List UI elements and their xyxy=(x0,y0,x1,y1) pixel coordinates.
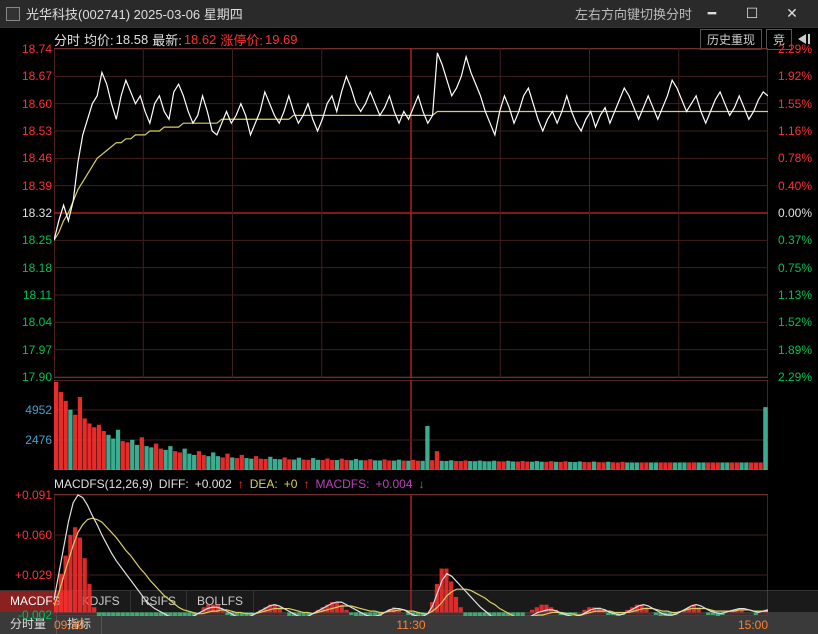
titlebar-hint: 左右方向键切换分时 xyxy=(575,4,692,23)
down-arrow-icon: ↓ xyxy=(419,477,425,491)
macd-name: MACDFS(12,26,9) xyxy=(54,477,153,491)
volume-left-axis: 49522476 xyxy=(6,380,52,470)
macd-label: MACDFS: xyxy=(315,477,369,491)
label-avg: 均价: xyxy=(84,30,114,49)
label-time: 分时 xyxy=(54,30,80,49)
time-label: 09:30 xyxy=(54,618,84,632)
avg-value: 18.58 xyxy=(116,32,149,47)
maximize-button[interactable]: ☐ xyxy=(732,0,772,28)
latest-value: 18.62 xyxy=(184,32,217,47)
window-title: 光华科技(002741) 2025-03-06 星期四 xyxy=(26,4,555,23)
app-icon xyxy=(6,7,20,21)
titlebar[interactable]: 光华科技(002741) 2025-03-06 星期四 左右方向键切换分时 ━ … xyxy=(0,0,818,28)
diff-value: +0.002 xyxy=(195,477,232,491)
history-replay-button[interactable]: 历史重现 xyxy=(700,29,762,50)
close-button[interactable]: ✕ xyxy=(772,0,812,28)
chart-area[interactable]: 分时 均价: 18.58 最新: 18.62 涨停价: 19.69 历史重现 竞… xyxy=(0,28,818,590)
up-arrow-icon: ↑ xyxy=(303,477,309,491)
app-window: 光华科技(002741) 2025-03-06 星期四 左右方向键切换分时 ━ … xyxy=(0,0,818,634)
dea-value: +0 xyxy=(284,477,298,491)
limit-value: 19.69 xyxy=(265,32,298,47)
macd-left-axis: +0.091+0.060+0.029-0.002 xyxy=(6,494,52,616)
diff-label: DIFF: xyxy=(159,477,189,491)
macd-header: MACDFS(12,26,9) DIFF: +0.002 ↑ DEA: +0 ↑… xyxy=(54,476,425,492)
price-right-axis: 2.29%1.92%1.55%1.16%0.78%0.40%0.00%0.37%… xyxy=(768,48,812,378)
up-arrow-icon: ↑ xyxy=(238,477,244,491)
minimize-button[interactable]: ━ xyxy=(692,0,732,28)
price-left-axis: 18.7418.6718.6018.5318.4618.3918.3218.25… xyxy=(6,48,52,378)
macd-chart xyxy=(54,494,768,616)
label-limit: 涨停价: xyxy=(220,30,263,49)
time-label: 15:00 xyxy=(738,618,768,632)
chart-header: 分时 均价: 18.58 最新: 18.62 涨停价: 19.69 历史重现 竞 xyxy=(54,30,812,48)
macd-value: +0.004 xyxy=(375,477,412,491)
time-axis: 09:30 11:30 15:00 xyxy=(54,618,768,632)
time-label: 11:30 xyxy=(396,618,425,632)
dea-label: DEA: xyxy=(250,477,278,491)
price-chart xyxy=(54,48,768,378)
volume-chart xyxy=(54,380,768,470)
label-latest: 最新: xyxy=(152,30,182,49)
